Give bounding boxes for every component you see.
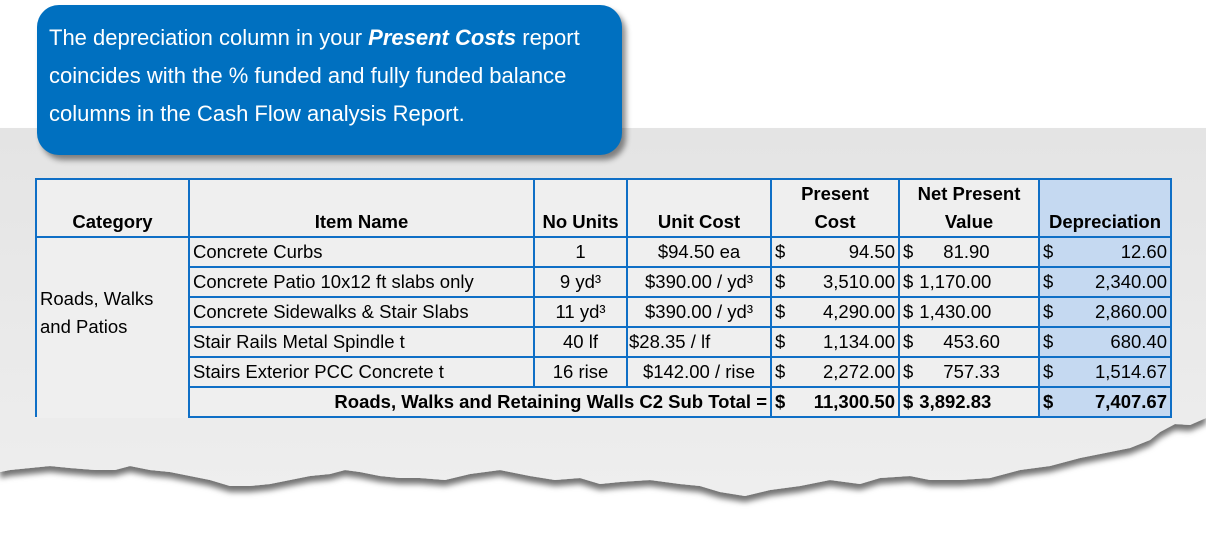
item-name: Concrete Curbs	[188, 236, 535, 268]
category-cell: Roads, Walks and Patios	[35, 236, 190, 387]
table-row: Concrete Patio 10x12 ft slabs only 9 yd³ $…	[36, 266, 1172, 298]
depreciation: $680.40	[1038, 326, 1172, 358]
no-units: 9 yd³	[533, 266, 628, 298]
info-callout: The depreciation column in your Present …	[37, 5, 622, 155]
net-present-value: $453.60	[898, 326, 1040, 358]
unit-cost: $142.00 / rise	[626, 356, 772, 388]
no-units: 1	[533, 236, 628, 268]
subtotal-row: Roads, Walks and Retaining Walls C2 Sub …	[35, 386, 1172, 418]
table-row: Concrete Sidewalks & Stair Slabs 11 yd³ $3…	[36, 296, 1172, 328]
header-item-name: Item Name	[188, 178, 535, 238]
header-row: Category Item Name No Units Unit Cost Pr…	[35, 178, 1172, 238]
subtotal-npv: $3,892.83	[898, 386, 1040, 418]
header-category: Category	[35, 178, 190, 238]
present-costs-table: Category Item Name No Units Unit Cost Pr…	[35, 178, 1172, 418]
subtotal-present-cost: $11,300.50	[770, 386, 900, 418]
net-present-value: $1,430.00	[898, 296, 1040, 328]
header-net-present-value: Net Present Value	[898, 178, 1040, 238]
net-present-value: $81.90	[898, 236, 1040, 268]
depreciation: $12.60	[1038, 236, 1172, 268]
present-cost: $4,290.00	[770, 296, 900, 328]
table-row: Stairs Exterior PCC Concrete t 16 rise $14…	[36, 356, 1172, 388]
net-present-value: $757.33	[898, 356, 1040, 388]
no-units: 11 yd³	[533, 296, 628, 328]
header-present-cost: Present Cost	[770, 178, 900, 238]
depreciation: $1,514.67	[1038, 356, 1172, 388]
header-depreciation: Depreciation	[1038, 178, 1172, 238]
depreciation: $2,860.00	[1038, 296, 1172, 328]
net-present-value: $1,170.00	[898, 266, 1040, 298]
callout-text-after: report coincides with the % funded and f…	[49, 25, 580, 126]
present-cost: $3,510.00	[770, 266, 900, 298]
item-name: Stairs Exterior PCC Concrete t	[188, 356, 535, 388]
no-units: 16 rise	[533, 356, 628, 388]
table-row: Roads, Walks and Patios Concrete Curbs 1 $9…	[35, 236, 1172, 387]
callout-emphasis: Present Costs	[368, 25, 517, 50]
unit-cost: $390.00 / yd³	[626, 266, 772, 298]
subtotal-depreciation: $7,407.67	[1038, 386, 1172, 418]
item-name: Concrete Sidewalks & Stair Slabs	[188, 296, 535, 328]
present-cost: $2,272.00	[770, 356, 900, 388]
subtotal-label: Roads, Walks and Retaining Walls C2 Sub …	[188, 386, 772, 418]
no-units: 40 lf	[533, 326, 628, 358]
unit-cost: $94.50 ea	[626, 236, 772, 268]
depreciation: $2,340.00	[1038, 266, 1172, 298]
item-name: Stair Rails Metal Spindle t	[188, 326, 535, 358]
unit-cost: $390.00 / yd³	[626, 296, 772, 328]
header-unit-cost: Unit Cost	[626, 178, 772, 238]
header-no-units: No Units	[533, 178, 628, 238]
item-name: Concrete Patio 10x12 ft slabs only	[188, 266, 535, 298]
table-row: Stair Rails Metal Spindle t 40 lf $28.35 /…	[36, 326, 1172, 358]
present-cost: $94.50	[770, 236, 900, 268]
present-cost: $1,134.00	[770, 326, 900, 358]
callout-text-before: The depreciation column in your	[49, 25, 369, 50]
unit-cost: $28.35 / lf	[626, 326, 772, 358]
